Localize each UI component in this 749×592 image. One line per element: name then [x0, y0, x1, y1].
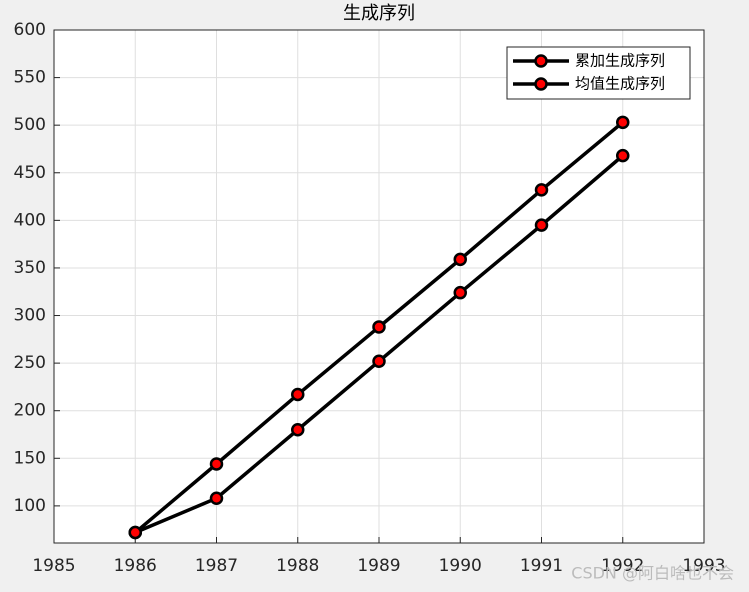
x-tick-label: 1992: [601, 556, 644, 576]
data-point: [453, 252, 467, 267]
y-tick-label: 450: [14, 163, 46, 183]
y-tick-label: 300: [14, 306, 46, 326]
data-point: [534, 218, 549, 232]
y-tick-label: 250: [14, 353, 46, 373]
data-point: [372, 354, 386, 368]
data-point: [616, 115, 630, 130]
data-point: [209, 491, 224, 506]
axes-box: [53, 29, 705, 544]
x-tick-label: 1989: [357, 556, 400, 576]
x-tick-label: 1986: [114, 556, 157, 576]
data-point: [291, 387, 305, 402]
y-tick-label: 400: [14, 210, 46, 230]
y-tick-label: 150: [14, 448, 46, 468]
x-tick-label: 1985: [32, 556, 75, 576]
y-tick-label: 100: [14, 496, 46, 516]
data-point: [534, 183, 549, 197]
x-tick-label: 1993: [682, 556, 725, 576]
y-tick-label: 600: [14, 20, 46, 40]
data-point: [616, 148, 630, 163]
data-point: [209, 457, 224, 471]
data-point: [453, 285, 467, 300]
y-tick-label: 550: [14, 68, 46, 88]
legend-marker: [534, 77, 548, 91]
x-tick-label: 1988: [276, 556, 319, 576]
data-point: [128, 525, 142, 540]
legend-label: 均值生成序列: [575, 75, 665, 93]
x-tick-label: 1990: [439, 556, 482, 576]
y-tick-label: 200: [14, 401, 46, 421]
x-tick-label: 1991: [520, 556, 563, 576]
legend-label: 累加生成序列: [575, 52, 665, 70]
data-point: [372, 320, 386, 334]
watermark: CSDN @阿白啥也不会: [571, 564, 734, 583]
x-tick-label: 1987: [195, 556, 238, 576]
chart-title: 生成序列: [343, 3, 415, 24]
data-point: [291, 422, 305, 437]
y-tick-label: 350: [14, 258, 46, 278]
legend-marker: [534, 54, 548, 68]
y-tick-label: 500: [14, 115, 46, 135]
